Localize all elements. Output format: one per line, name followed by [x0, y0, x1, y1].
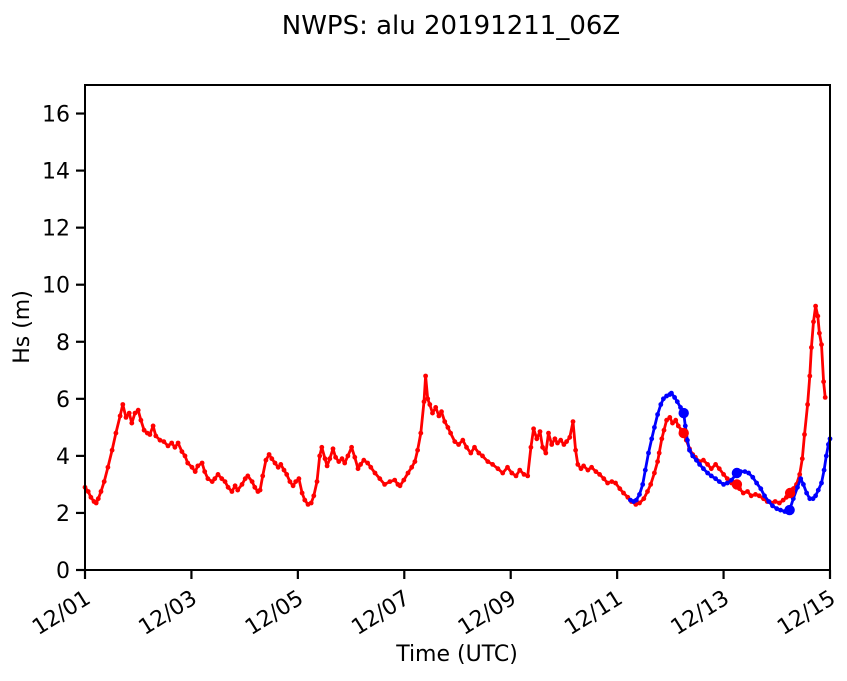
x-tick-label: 12/07: [347, 586, 414, 641]
day-marker-dot: [784, 504, 795, 516]
day-marker-dot: [678, 407, 689, 419]
observed-hs-day-dots: [678, 427, 796, 499]
y-axis-ticks: 0 2 4 6 8 10 12 14 16: [42, 103, 85, 584]
y-tick-label: 4: [56, 445, 70, 470]
day-marker-dot: [731, 479, 743, 490]
nwps-model-hs-markers: [628, 390, 833, 514]
observed-hs-markers: [82, 303, 828, 507]
y-tick-label: 8: [56, 331, 70, 356]
y-tick-label: 10: [42, 274, 70, 299]
y-tick-label: 6: [56, 388, 70, 413]
x-tick-label: 12/01: [28, 586, 95, 641]
y-tick-label: 2: [56, 502, 70, 527]
chart-title: NWPS: alu 20191211_06Z: [282, 11, 621, 41]
observed-hs-line: [83, 304, 827, 506]
y-tick-label: 0: [56, 559, 70, 584]
x-tick-label: 12/05: [241, 586, 308, 641]
data-series: [82, 303, 833, 514]
x-tick-label: 12/13: [667, 586, 734, 641]
x-axis-label: Time (UTC): [395, 642, 518, 667]
day-marker-dot: [731, 467, 743, 479]
y-axis-label: Hs (m): [10, 290, 35, 364]
y-tick-label: 16: [42, 103, 70, 128]
plot-border: [84, 84, 831, 571]
day-marker-dot: [678, 427, 689, 439]
y-tick-label: 14: [42, 160, 70, 185]
nwps-model-hs-day-dots: [678, 407, 795, 516]
nwps-model-hs-series: [628, 390, 833, 514]
x-tick-label: 12/15: [773, 586, 840, 641]
y-tick-label: 12: [42, 217, 70, 242]
daily-cycle-markers: [678, 407, 796, 516]
day-marker-dot: [784, 487, 796, 499]
observed-hs-series: [82, 303, 828, 507]
x-tick-label: 12/09: [454, 586, 521, 641]
x-axis-ticks: 12/01 12/03 12/05 12/07 12/09 12/11 12/13 12/15: [28, 570, 840, 641]
x-tick-label: 12/03: [135, 586, 202, 641]
x-tick-label: 12/11: [560, 586, 627, 641]
